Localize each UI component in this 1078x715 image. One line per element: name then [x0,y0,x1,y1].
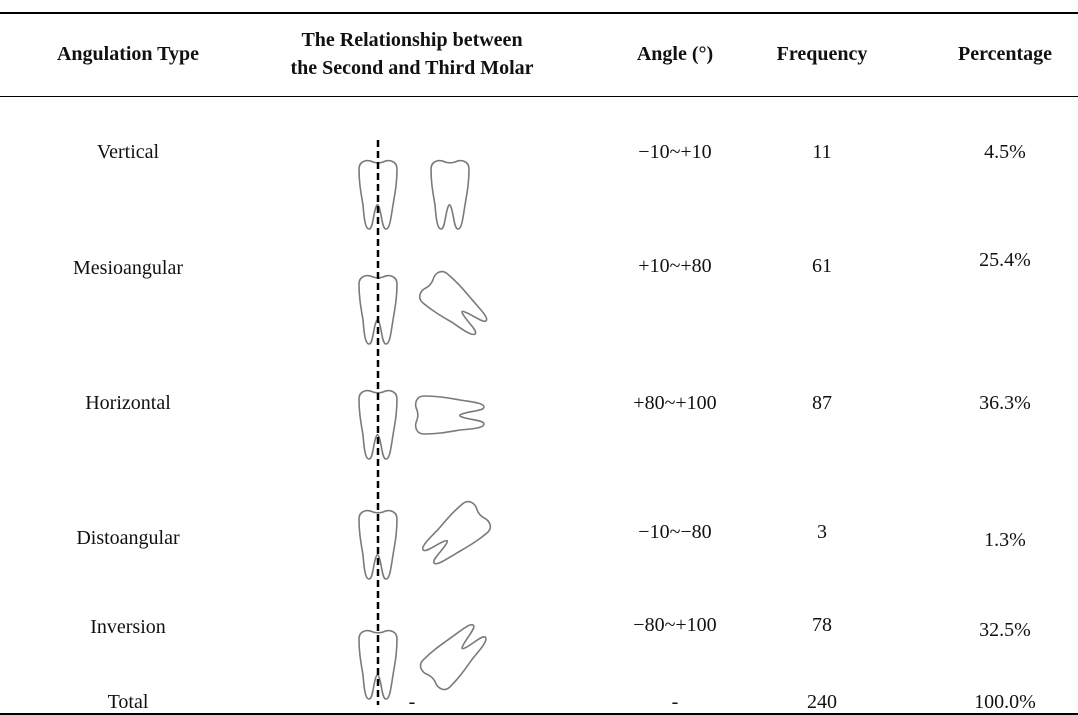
table-cell: Mesioangular [73,257,183,279]
table-cell: 78 [812,614,832,636]
table-cell: +10~+80 [638,255,712,277]
table-cell: 1.3% [984,529,1026,551]
column-header: Percentage [957,43,1053,65]
table-cell: −10~+10 [638,141,712,163]
table-cell: 61 [812,255,832,277]
header-rule [0,96,1078,97]
total-cell: 240 [807,691,837,713]
table-cell: Vertical [96,141,160,163]
table-cell: 87 [812,392,832,414]
table-cell: Distoangular [76,527,180,549]
table-cell: 3 [817,521,827,543]
table-cell: 4.5% [984,141,1026,163]
total-cell: - [671,691,679,713]
top-rule [0,12,1078,14]
table-cell: 32.5% [979,619,1031,641]
table-cell: −10~−80 [638,521,712,543]
total-cell: 100.0% [974,691,1036,713]
table-cell: 36.3% [979,392,1031,414]
column-header: Frequency [776,43,868,65]
table-cell: 11 [812,141,832,163]
table-cell: 25.4% [979,249,1031,271]
column-header: Angulation Type [56,43,200,65]
column-header: Angle (°) [636,43,714,65]
total-cell: Total [107,691,149,713]
third-molars [414,159,495,694]
column-header: The Relationship between the Second and … [290,29,534,79]
table-cell: Horizontal [85,392,171,414]
total-cell: - [408,691,416,713]
table-cell: +80~+100 [633,392,717,414]
table-cell: Inversion [90,616,166,638]
bottom-rule [0,713,1078,715]
table-cell: −80~+100 [633,614,717,636]
